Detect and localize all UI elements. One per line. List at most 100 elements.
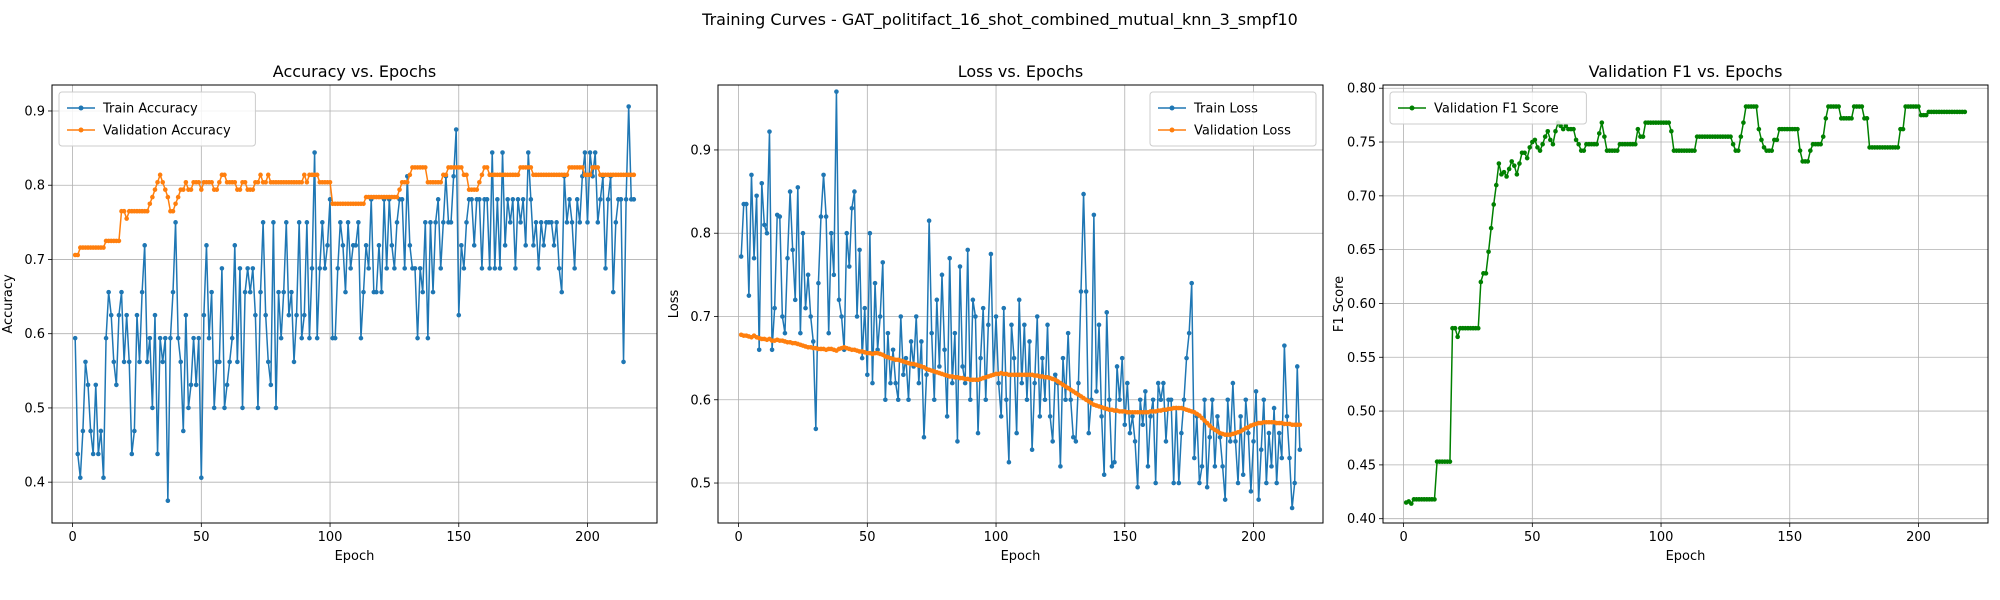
- data-point: [810, 339, 816, 344]
- data-point: [1186, 330, 1192, 336]
- data-point: [1596, 131, 1602, 136]
- data-point: [124, 216, 129, 221]
- data-point: [1027, 339, 1032, 344]
- data-point: [137, 359, 142, 365]
- data-point: [302, 172, 307, 178]
- data-point: [461, 266, 467, 271]
- data-point: [1895, 145, 1901, 150]
- data-point: [294, 312, 299, 318]
- data-point: [217, 359, 222, 365]
- data-point: [862, 305, 868, 311]
- data-point: [782, 330, 788, 336]
- data-point: [580, 165, 585, 170]
- data-point: [746, 293, 752, 298]
- data-point: [484, 165, 490, 170]
- data-point: [374, 289, 379, 295]
- data-point: [240, 405, 245, 411]
- x-tick-label: 200: [1241, 530, 1266, 545]
- data-point: [865, 372, 870, 378]
- data-point: [867, 230, 873, 236]
- data-point: [340, 243, 346, 248]
- data-point: [767, 129, 772, 134]
- data-point: [587, 150, 593, 155]
- data-point: [772, 305, 777, 311]
- data-point: [515, 197, 521, 202]
- y-tick-label: 0.5: [24, 401, 45, 416]
- data-point: [942, 347, 947, 353]
- data-point: [528, 197, 534, 202]
- data-point: [204, 243, 209, 248]
- y-axis-label-f1: F1 Score: [1332, 276, 1347, 332]
- data-point: [247, 289, 253, 295]
- data-point: [937, 364, 942, 369]
- data-point: [813, 426, 819, 432]
- data-point: [260, 220, 266, 225]
- data-point: [353, 243, 359, 248]
- data-point: [1117, 397, 1122, 403]
- data-point: [379, 289, 384, 295]
- data-point: [965, 247, 971, 253]
- data-point: [147, 335, 153, 341]
- data-point: [291, 359, 297, 365]
- data-point: [263, 312, 268, 318]
- data-point: [998, 414, 1004, 419]
- data-point: [412, 266, 418, 271]
- y-tick-label: 0.4: [24, 476, 45, 491]
- x-axis-label-accuracy: Epoch: [335, 549, 375, 564]
- data-point: [1189, 280, 1194, 286]
- data-point: [582, 150, 588, 155]
- data-point: [595, 165, 601, 170]
- data-point: [304, 179, 310, 185]
- x-tick-label: 100: [984, 530, 1009, 545]
- data-point: [175, 335, 181, 341]
- data-point: [872, 280, 878, 286]
- data-point: [852, 189, 857, 194]
- data-point: [265, 172, 271, 178]
- data-point: [242, 179, 248, 185]
- data-point: [75, 252, 81, 258]
- data-point: [1210, 397, 1215, 403]
- data-point: [160, 359, 165, 365]
- data-point: [1795, 126, 1800, 132]
- data-point: [1032, 380, 1037, 386]
- data-point: [1047, 414, 1053, 419]
- data-point: [150, 405, 155, 411]
- data-point: [1094, 389, 1099, 394]
- x-tick-label: 200: [1906, 530, 1931, 545]
- y-tick-label: 0.8: [690, 227, 711, 242]
- data-point: [1137, 397, 1143, 403]
- data-point: [209, 289, 214, 295]
- data-point: [754, 193, 759, 199]
- data-point: [610, 289, 616, 295]
- legend-label: Train Accuracy: [102, 102, 198, 117]
- data-point: [1836, 104, 1841, 109]
- data-point: [1202, 397, 1207, 403]
- data-point: [1011, 355, 1017, 361]
- x-tick-label: 150: [1112, 530, 1137, 545]
- data-point: [232, 179, 238, 185]
- data-point: [271, 220, 276, 225]
- data-point: [435, 197, 441, 202]
- data-point: [90, 451, 96, 457]
- data-point: [1019, 380, 1025, 386]
- data-point: [338, 220, 343, 225]
- data-point: [492, 266, 498, 271]
- data-point: [1050, 439, 1055, 444]
- data-point: [1759, 137, 1764, 143]
- data-point: [250, 266, 256, 271]
- data-point: [1900, 126, 1906, 132]
- data-point: [320, 220, 325, 225]
- x-tick-label: 100: [1649, 530, 1674, 545]
- data-point: [598, 197, 603, 202]
- data-point: [988, 251, 994, 257]
- x-tick-label: 100: [318, 530, 343, 545]
- data-point: [1264, 480, 1269, 486]
- data-point: [831, 272, 837, 278]
- x-tick-label: 0: [1399, 530, 1407, 545]
- data-point: [595, 220, 601, 225]
- data-point: [1233, 439, 1238, 444]
- data-point: [1058, 464, 1063, 469]
- data-point: [510, 197, 516, 202]
- data-point: [299, 179, 305, 185]
- data-point: [209, 179, 214, 185]
